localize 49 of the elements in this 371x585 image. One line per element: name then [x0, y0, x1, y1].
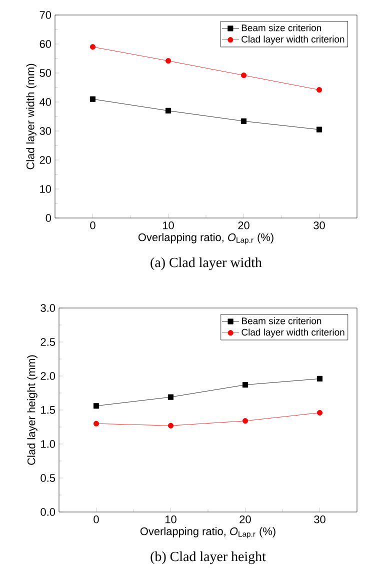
x-tick-label: 0	[94, 516, 99, 524]
x-tick-label: 0	[90, 222, 96, 230]
x-tick-label: 10	[165, 516, 176, 524]
y-tick-label: 30	[40, 127, 52, 135]
x-tick-label: 30	[314, 516, 326, 524]
point	[316, 126, 322, 132]
point	[240, 118, 247, 124]
y-axis-title: Clad layer width (mm)	[26, 64, 36, 170]
x-tick-label: 10	[162, 222, 174, 230]
y-tick-label: 0.0	[40, 508, 56, 516]
x-axis-title: Overlapping ratio, O$_{Lap.r}$ (%)	[138, 233, 274, 244]
y-tick-label: 3.0	[40, 304, 56, 312]
text: (b) Clad layer height	[150, 551, 266, 564]
x-tick-label: 20	[240, 516, 251, 524]
point	[93, 420, 100, 426]
y-tick-label: 10	[40, 185, 52, 193]
point	[316, 87, 322, 93]
y-tick-label: 0	[46, 214, 52, 222]
point	[90, 44, 96, 50]
y-tick-label: 2.5	[40, 338, 56, 346]
legend-label: Clad layer width criterion	[242, 36, 344, 44]
y-tick-label: 0.5	[40, 474, 56, 482]
y-tick-label: 50	[40, 69, 52, 77]
point	[316, 376, 323, 382]
y-tick-label: 1.5	[41, 406, 56, 414]
text: (a) Clad layer width	[150, 257, 262, 270]
legend-label: Beam size criterion	[242, 317, 322, 324]
y-tick-label: 1.0	[41, 440, 56, 448]
x-tick-label: 30	[314, 222, 325, 230]
point	[168, 422, 174, 428]
x-axis-title: Overlapping ratio, O$_{Lap.r}$ (%)	[140, 527, 276, 538]
point	[240, 72, 247, 78]
y-tick-label: 2.0	[40, 372, 56, 380]
point	[165, 58, 172, 64]
legend-label: Beam size criterion	[242, 24, 321, 32]
legend-label: Clad layer width criterion	[242, 328, 344, 338]
point	[242, 418, 248, 424]
x-tick-label: 20	[238, 222, 250, 230]
y-axis-title: Clad layer height (mm)	[27, 355, 38, 465]
point	[90, 96, 96, 102]
point	[242, 382, 248, 388]
point	[165, 108, 172, 114]
point	[316, 410, 323, 416]
y-tick-label: 60	[40, 40, 52, 48]
y-tick-label: 70	[40, 11, 52, 19]
y-tick-label: 40	[40, 98, 52, 106]
y-tick-label: 20	[40, 156, 52, 164]
point	[93, 403, 100, 409]
point	[168, 394, 174, 400]
